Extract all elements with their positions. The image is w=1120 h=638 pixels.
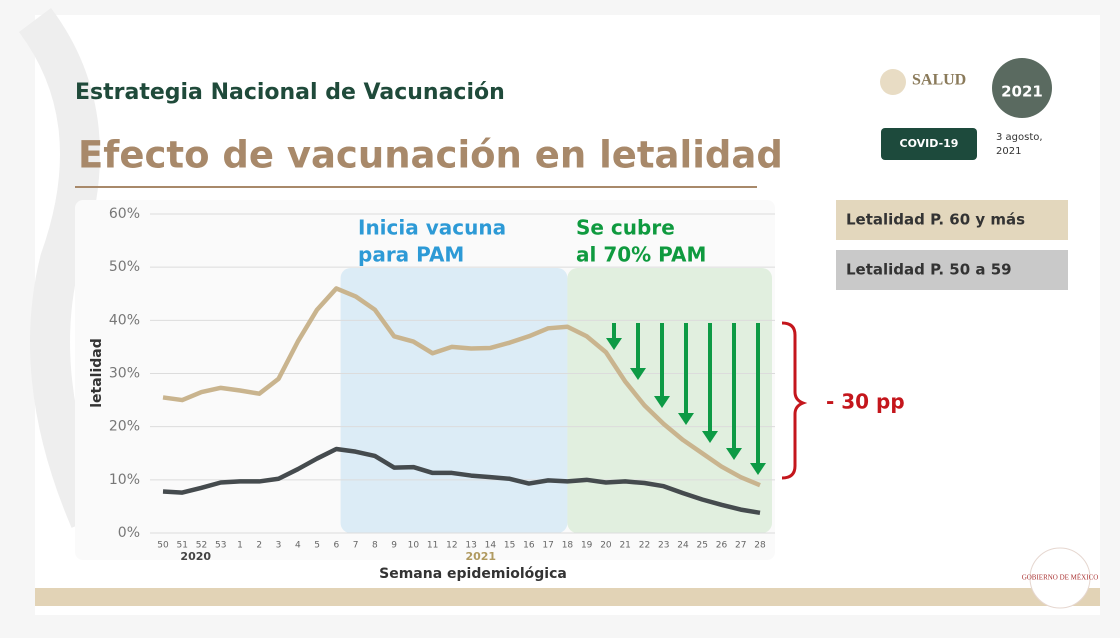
year-label: 2021 bbox=[465, 550, 496, 563]
x-tick-label: 27 bbox=[735, 541, 746, 551]
date: 2021 bbox=[996, 146, 1021, 157]
salud-logo bbox=[880, 69, 906, 95]
y-tick-label: 50% bbox=[109, 259, 140, 275]
x-tick-label: 17 bbox=[542, 541, 553, 551]
subtitle: Estrategia Nacional de Vacunación bbox=[75, 80, 505, 105]
x-tick-label: 19 bbox=[581, 541, 593, 551]
reduction-label: - 30 pp bbox=[826, 390, 905, 414]
year-label: 2020 bbox=[180, 550, 211, 563]
annotation: Se cubre bbox=[576, 216, 675, 240]
x-tick-label: 7 bbox=[353, 541, 359, 551]
arrow-head bbox=[654, 396, 670, 408]
annotation: para PAM bbox=[358, 243, 464, 267]
x-tick-label: 24 bbox=[677, 541, 689, 551]
x-tick-label: 52 bbox=[196, 541, 207, 551]
decoration bbox=[18, 8, 109, 528]
legend-swatch bbox=[836, 200, 1068, 240]
date: 3 agosto, bbox=[996, 132, 1043, 143]
legend-label: Letalidad P. 60 y más bbox=[846, 211, 1025, 229]
covid-badge bbox=[881, 128, 977, 160]
x-tick-label: 20 bbox=[600, 541, 612, 551]
x-tick-label: 51 bbox=[177, 541, 188, 551]
x-tick-label: 4 bbox=[295, 541, 301, 551]
footer-logo-text: GOBIERNO DE MÉXICO bbox=[1022, 574, 1099, 582]
x-tick-label: 10 bbox=[408, 541, 420, 551]
annotation: al 70% PAM bbox=[576, 243, 706, 267]
y-axis-label: letalidad bbox=[89, 338, 105, 408]
y-tick-label: 20% bbox=[109, 419, 140, 435]
x-tick-label: 6 bbox=[333, 541, 339, 551]
legend-label: Letalidad P. 50 a 59 bbox=[846, 261, 1012, 279]
y-tick-label: 40% bbox=[109, 312, 140, 328]
y-tick-label: 0% bbox=[118, 525, 140, 541]
bottom-band bbox=[35, 588, 1100, 606]
x-tick-label: 22 bbox=[639, 541, 650, 551]
salud-text: SALUD bbox=[912, 72, 966, 89]
y-tick-label: 30% bbox=[109, 366, 140, 382]
x-tick-label: 16 bbox=[523, 541, 535, 551]
x-axis-label: Semana epidemiológica bbox=[379, 566, 567, 582]
bracket bbox=[781, 321, 808, 480]
x-tick-label: 18 bbox=[562, 541, 574, 551]
x-tick-label: 9 bbox=[391, 541, 397, 551]
emblem-year: 2021 bbox=[1001, 83, 1043, 101]
chart: 0%10%20%30%40%50%60%50 51 52 53 1 2 3 4 5 6 7 8 9 10 1… bbox=[75, 200, 1068, 582]
arrow-head bbox=[750, 463, 766, 475]
annotation: Inicia vacuna bbox=[358, 216, 506, 240]
legend-swatch bbox=[836, 250, 1068, 290]
chart-title: Efecto de vacunación en letalidad bbox=[78, 134, 783, 177]
x-tick-label: 26 bbox=[716, 541, 728, 551]
y-tick-label: 60% bbox=[109, 206, 140, 222]
x-tick-label: 14 bbox=[485, 541, 497, 551]
arrow-head bbox=[606, 338, 622, 350]
x-tick-label: 3 bbox=[276, 541, 282, 551]
arrow-head bbox=[702, 431, 718, 443]
x-tick-label: 11 bbox=[427, 541, 438, 551]
x-tick-label: 12 bbox=[446, 541, 457, 551]
x-tick-label: 25 bbox=[696, 541, 707, 551]
x-tick-label: 2 bbox=[256, 541, 262, 551]
arrow-head bbox=[630, 368, 646, 380]
coverage-region bbox=[567, 268, 772, 533]
covid-badge-text: COVID-19 bbox=[900, 137, 959, 150]
x-tick-label: 28 bbox=[754, 541, 766, 551]
arrow-head bbox=[726, 448, 742, 460]
x-tick-label: 1 bbox=[237, 541, 243, 551]
x-tick-label: 5 bbox=[314, 541, 320, 551]
x-tick-label: 53 bbox=[215, 541, 226, 551]
emblem bbox=[992, 58, 1052, 118]
series-line bbox=[162, 286, 761, 488]
x-tick-label: 21 bbox=[619, 541, 630, 551]
arrow-head bbox=[678, 413, 694, 425]
x-tick-label: 13 bbox=[465, 541, 476, 551]
footer-logo bbox=[1029, 547, 1091, 609]
y-tick-label: 10% bbox=[109, 472, 140, 488]
x-tick-label: 23 bbox=[658, 541, 669, 551]
x-tick-label: 50 bbox=[157, 541, 169, 551]
series-line bbox=[162, 446, 761, 516]
x-tick-label: 8 bbox=[372, 541, 378, 551]
x-tick-label: 15 bbox=[504, 541, 515, 551]
